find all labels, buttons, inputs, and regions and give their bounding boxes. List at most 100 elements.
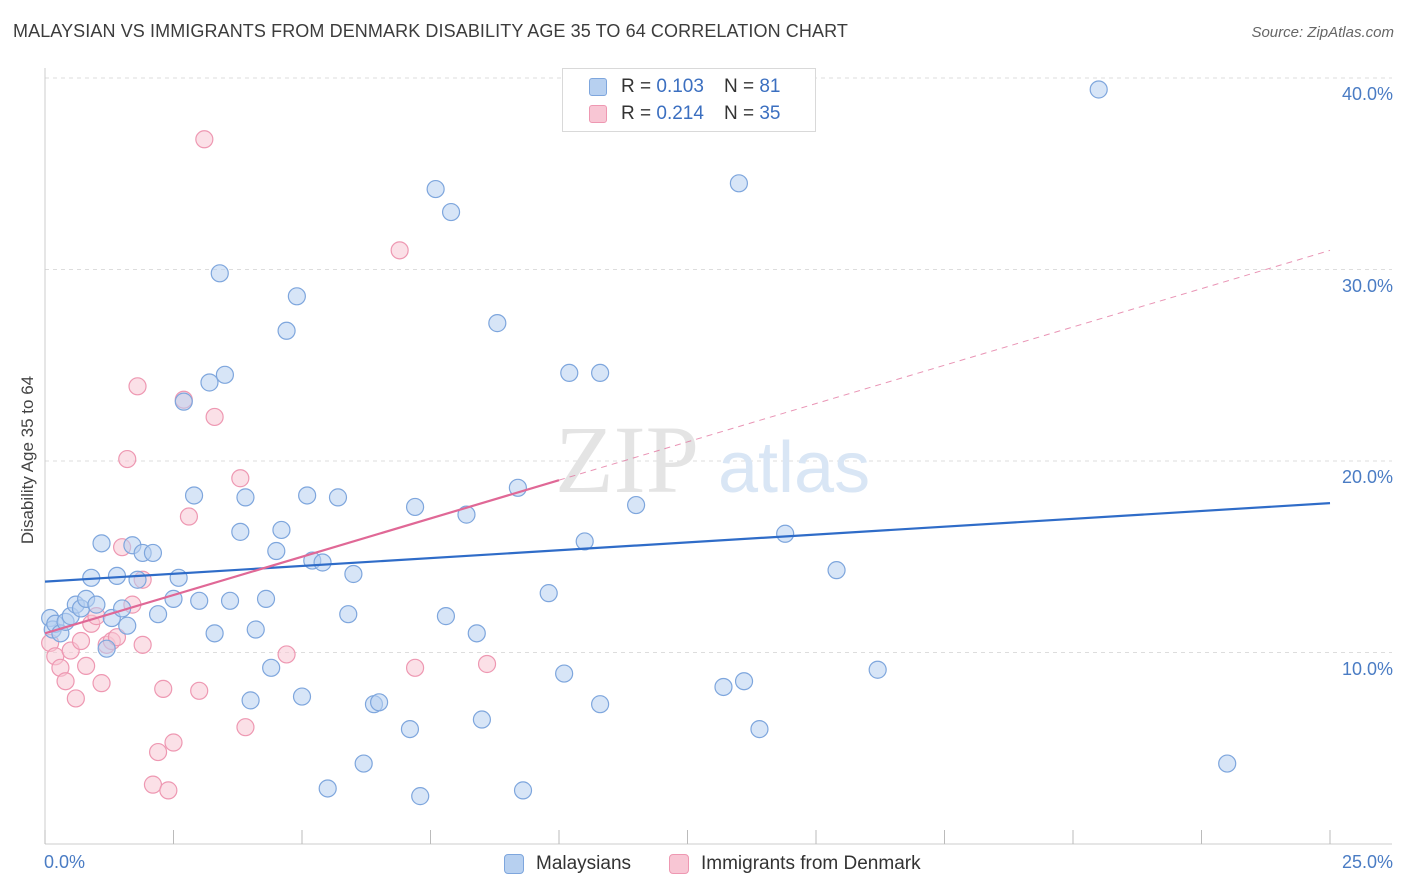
legend-n-value: 81 (759, 76, 781, 97)
malaysian-point (267, 541, 286, 561)
malaysian-point (591, 695, 610, 714)
malaysian-point (539, 584, 558, 603)
malaysian-point (560, 363, 579, 383)
legend-row-denmark: R = 0.214 N = 35 (589, 102, 780, 126)
malaysian-point (729, 174, 749, 193)
denmark-point (231, 469, 250, 488)
legend-r-value: 0.214 (656, 103, 704, 124)
denmark-point (477, 654, 497, 674)
legend-r-label: R = (621, 103, 652, 124)
malaysian-point (205, 624, 224, 643)
malaysian-point (626, 495, 646, 515)
malaysian-point (457, 505, 476, 524)
legend-r-value: 0.103 (656, 76, 704, 97)
legend-n-value: 35 (759, 103, 781, 124)
denmark-point (148, 742, 168, 762)
malaysian-point (184, 486, 204, 505)
malaysian-point (246, 620, 265, 639)
legend-swatch-blue (504, 854, 524, 874)
malaysian-point (92, 534, 111, 553)
y-tick-label: 40.0% (1341, 84, 1393, 104)
legend-row-malaysians: R = 0.103 N = 81 (589, 75, 780, 99)
malaysian-point (1218, 754, 1237, 773)
malaysian-point (339, 605, 358, 624)
malaysian-point (220, 591, 240, 610)
malaysian-trend-line (44, 502, 1331, 583)
malaysian-point (318, 779, 337, 798)
denmark-point (190, 681, 209, 700)
y-tick-label: 20.0% (1341, 467, 1393, 487)
malaysian-point (190, 591, 209, 610)
legend-item-malaysians: Malaysians (504, 851, 631, 877)
malaysian-point (436, 607, 456, 626)
malaysian-point (277, 321, 296, 340)
malaysian-point (354, 754, 373, 773)
denmark-point (71, 631, 91, 651)
malaysian-point (215, 365, 234, 384)
malaysian-point (241, 691, 260, 710)
denmark-point (118, 449, 137, 469)
legend-swatch-pink (669, 854, 689, 874)
malaysian-point (441, 202, 461, 222)
denmark-point (107, 628, 127, 647)
malaysian-point (750, 719, 769, 739)
malaysian-point (143, 543, 163, 563)
malaysian-point (426, 179, 445, 199)
malaysian-point (513, 781, 533, 800)
malaysian-point (118, 616, 137, 635)
denmark-point (143, 775, 163, 794)
malaysian-point (148, 605, 168, 624)
denmark-point (159, 781, 178, 800)
denmark-trend-extension (558, 249, 1331, 481)
denmark-point (164, 733, 183, 752)
malaysian-point (262, 658, 281, 677)
chart-title: MALAYSIAN VS IMMIGRANTS FROM DENMARK DIS… (13, 21, 848, 41)
denmark-point (66, 689, 85, 708)
source-label: Source: ZipAtlas.com (1251, 24, 1394, 41)
malaysian-point (272, 520, 291, 540)
malaysian-point (128, 570, 147, 589)
correlation-legend: R = 0.103 N = 81 R = 0.214 N = 35 (562, 68, 816, 132)
legend-label-denmark: Immigrants from Denmark (701, 853, 921, 874)
denmark-point (405, 658, 425, 677)
legend-label-malaysians: Malaysians (536, 853, 632, 874)
malaysian-point (328, 488, 348, 507)
malaysian-point (467, 624, 486, 643)
malaysian-point (97, 639, 116, 658)
malaysian-point (868, 660, 887, 679)
malaysian-point (174, 392, 193, 411)
x-tick-label-max: 25.0% (1341, 852, 1393, 872)
x-tick-label-min: 0.0% (44, 852, 86, 872)
malaysian-point (555, 664, 574, 683)
malaysian-point (210, 264, 229, 283)
denmark-point (236, 718, 255, 737)
malaysian-point (292, 687, 312, 706)
denmark-point (277, 645, 296, 664)
denmark-point (77, 656, 96, 676)
denmark-point (390, 241, 409, 260)
y-tick-label: 30.0% (1341, 275, 1393, 296)
y-tick-label: 10.0% (1341, 658, 1393, 679)
denmark-point (92, 674, 111, 693)
malaysian-point (734, 672, 754, 691)
malaysian-point (313, 553, 332, 572)
malaysian-point (575, 532, 594, 551)
legend-swatch-pink (589, 105, 607, 123)
malaysian-point (298, 486, 317, 505)
malaysian-point (827, 561, 846, 580)
legend-n-label: N = (723, 76, 755, 97)
malaysian-point (287, 287, 306, 306)
watermark-atlas: atlas (718, 428, 870, 508)
denmark-point (205, 407, 224, 427)
denmark-point (195, 130, 214, 149)
legend-item-denmark: Immigrants from Denmark (669, 851, 921, 877)
malaysian-point (1089, 80, 1108, 99)
legend-n-label: N = (723, 103, 755, 124)
malaysian-point (231, 522, 250, 541)
malaysian-point (236, 488, 255, 507)
malaysian-point (200, 373, 219, 392)
malaysian-point (591, 363, 610, 383)
malaysian-point (472, 710, 491, 729)
malaysian-point (714, 677, 733, 697)
